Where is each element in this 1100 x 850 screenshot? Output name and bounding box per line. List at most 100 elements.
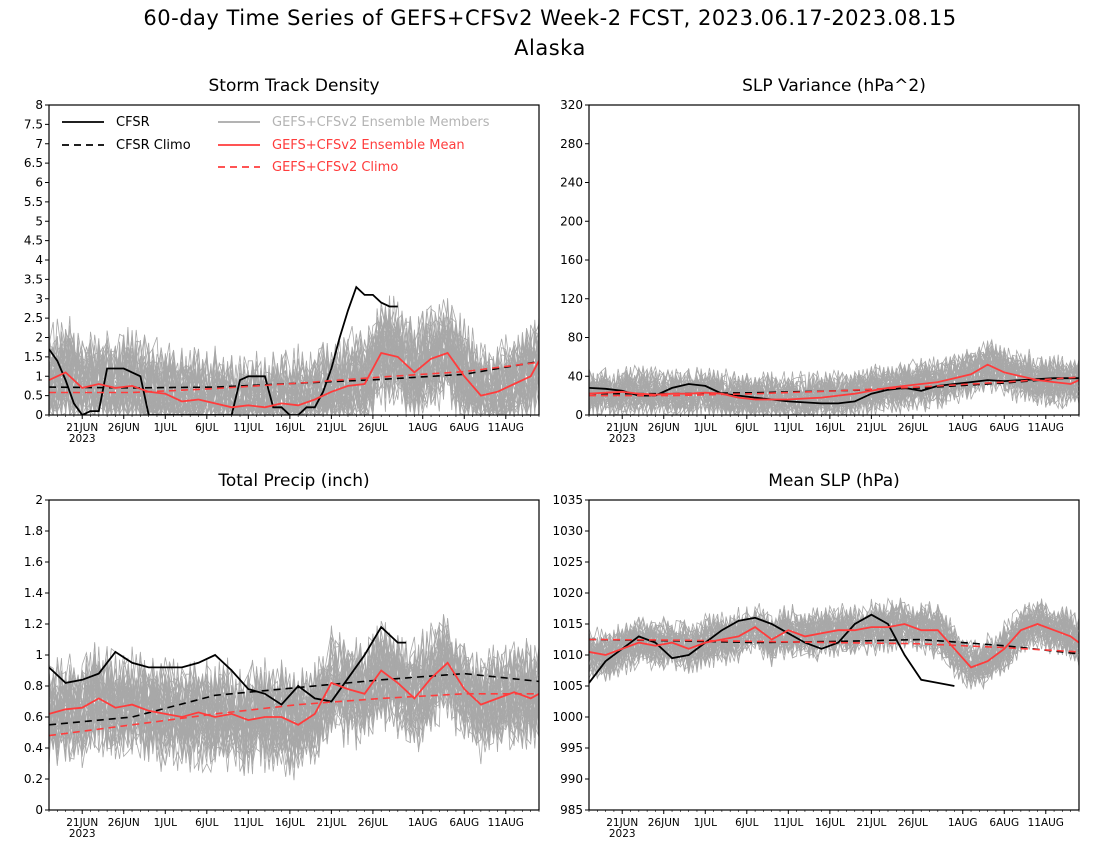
x-tick-label: 11AUG bbox=[1028, 422, 1064, 434]
y-tick-label: 200 bbox=[560, 214, 583, 228]
ensemble-members bbox=[589, 338, 1079, 415]
y-tick-label: 5 bbox=[35, 214, 43, 228]
figure-title: 60-day Time Series of GEFS+CFSv2 Week-2 … bbox=[143, 6, 957, 30]
chart-title: Mean SLP (hPa) bbox=[768, 471, 900, 491]
gefs-cfsv2-ensemble-mean-line bbox=[589, 623, 1079, 669]
chart-panel-3: Total Precip (inch) 0 0.2 0.4 0.6 0.8 1 1.2 1.4 1… bbox=[24, 471, 540, 840]
y-tick-label: 6.5 bbox=[24, 156, 43, 170]
y-tick-label: 1025 bbox=[552, 555, 583, 569]
y-tick-label: 1.8 bbox=[24, 524, 43, 538]
x-year-label: 2023 bbox=[69, 828, 96, 840]
y-tick-label: 1030 bbox=[552, 524, 583, 538]
ensemble-member-line bbox=[49, 641, 539, 772]
ensemble-member-line bbox=[589, 605, 1079, 678]
y-tick-label: 0.6 bbox=[24, 710, 43, 724]
x-tick-label: 1JUL bbox=[154, 422, 177, 434]
x-tick-label: 26JUL bbox=[358, 422, 388, 434]
x-tick-label: 11AUG bbox=[488, 817, 524, 829]
x-tick-label: 1AUG bbox=[408, 817, 438, 829]
y-tick-label: 7.5 bbox=[24, 117, 43, 131]
x-tick-label: 26JUL bbox=[358, 817, 388, 829]
legend-label: GEFS+CFSv2 Ensemble Members bbox=[272, 115, 490, 130]
y-tick-label: 1015 bbox=[552, 617, 583, 631]
ensemble-member-line bbox=[49, 635, 539, 775]
ensemble-members bbox=[49, 614, 539, 781]
ensemble-member-line bbox=[49, 639, 539, 755]
x-tick-label: 16JUL bbox=[275, 422, 305, 434]
chart-title: Storm Track Density bbox=[208, 76, 379, 96]
x-year-label: 2023 bbox=[609, 828, 636, 840]
y-tick-label: 1 bbox=[35, 648, 43, 662]
x-tick-label: 6AUG bbox=[989, 817, 1019, 829]
cfsr-line bbox=[49, 285, 398, 415]
region-title: Alaska bbox=[514, 36, 586, 60]
y-tick-label: 0.8 bbox=[24, 679, 43, 693]
y-tick-label: 985 bbox=[560, 803, 583, 817]
x-tick-label: 16JUL bbox=[275, 817, 305, 829]
x-tick-label: 26JUN bbox=[108, 817, 140, 829]
y-tick-label: 1000 bbox=[552, 710, 583, 724]
x-tick-label: 21JUN bbox=[606, 817, 638, 829]
x-tick-label: 11AUG bbox=[488, 422, 524, 434]
y-tick-label: 7 bbox=[35, 137, 43, 151]
x-tick-label: 1AUG bbox=[948, 422, 978, 434]
y-tick-label: 0 bbox=[575, 408, 583, 422]
gefs-cfsv2-ensemble-mean-line bbox=[49, 351, 539, 409]
x-tick-label: 26JUN bbox=[108, 422, 140, 434]
y-tick-label: 3.5 bbox=[24, 272, 43, 286]
x-tick-label: 1JUL bbox=[154, 817, 177, 829]
y-tick-label: 5.5 bbox=[24, 195, 43, 209]
x-tick-label: 26JUL bbox=[898, 817, 928, 829]
chart-panel-1: Storm Track Density 0 0.5 1 1.5 2 2.5 3 3.5 4 4.5 5… bbox=[24, 76, 540, 445]
x-tick-label: 6JUL bbox=[195, 817, 218, 829]
legend-label: CFSR Climo bbox=[116, 138, 191, 153]
y-tick-label: 0.5 bbox=[24, 389, 43, 403]
chart-title: SLP Variance (hPa^2) bbox=[742, 76, 926, 96]
ensemble-member-line bbox=[589, 607, 1079, 676]
chart-legend: CFSR CFSR Climo GEFS+CFSv2 Ensemble Member… bbox=[62, 115, 490, 175]
x-tick-label: 11JUL bbox=[233, 422, 263, 434]
gefs-cfsv2-ensemble-mean-line bbox=[49, 661, 539, 726]
y-tick-label: 80 bbox=[568, 331, 583, 345]
x-tick-label: 21JUN bbox=[66, 817, 98, 829]
y-tick-label: 0 bbox=[35, 408, 43, 422]
y-tick-label: 1.2 bbox=[24, 617, 43, 631]
ensemble-member-line bbox=[589, 347, 1079, 415]
cfsr-climo-line bbox=[49, 672, 539, 726]
y-tick-label: 1035 bbox=[552, 493, 583, 507]
y-tick-label: 160 bbox=[560, 253, 583, 267]
x-tick-label: 1AUG bbox=[408, 422, 438, 434]
y-tick-label: 2 bbox=[35, 493, 43, 507]
x-tick-label: 1JUL bbox=[694, 817, 717, 829]
y-tick-label: 40 bbox=[568, 369, 583, 383]
ensemble-member-line bbox=[49, 629, 539, 765]
x-tick-label: 21JUN bbox=[606, 422, 638, 434]
legend-label: GEFS+CFSv2 Ensemble Mean bbox=[272, 138, 465, 153]
gefs-cfsv2-ensemble-mean-line bbox=[589, 363, 1079, 401]
x-tick-label: 21JUL bbox=[856, 422, 886, 434]
y-tick-label: 320 bbox=[560, 98, 583, 112]
ensemble-member-line bbox=[49, 298, 539, 415]
y-tick-label: 1.4 bbox=[24, 586, 43, 600]
x-tick-label: 21JUN bbox=[66, 422, 98, 434]
x-tick-label: 11JUL bbox=[773, 422, 803, 434]
y-tick-label: 8 bbox=[35, 98, 43, 112]
x-tick-label: 26JUN bbox=[648, 817, 680, 829]
x-tick-label: 6AUG bbox=[989, 422, 1019, 434]
x-tick-label: 6JUL bbox=[195, 422, 218, 434]
x-tick-label: 21JUL bbox=[856, 817, 886, 829]
x-tick-label: 6JUL bbox=[735, 422, 758, 434]
y-tick-label: 1.5 bbox=[24, 350, 43, 364]
y-tick-label: 280 bbox=[560, 137, 583, 151]
ensemble-members bbox=[49, 295, 539, 415]
cfsr-line bbox=[589, 377, 1079, 405]
y-tick-label: 120 bbox=[560, 292, 583, 306]
ensemble-member-line bbox=[589, 346, 1079, 415]
cfsr-line bbox=[49, 625, 407, 706]
ensemble-member-line bbox=[589, 600, 1079, 670]
x-tick-label: 6JUL bbox=[735, 817, 758, 829]
x-tick-label: 11JUL bbox=[773, 817, 803, 829]
x-year-label: 2023 bbox=[609, 433, 636, 445]
x-tick-label: 21JUL bbox=[316, 422, 346, 434]
